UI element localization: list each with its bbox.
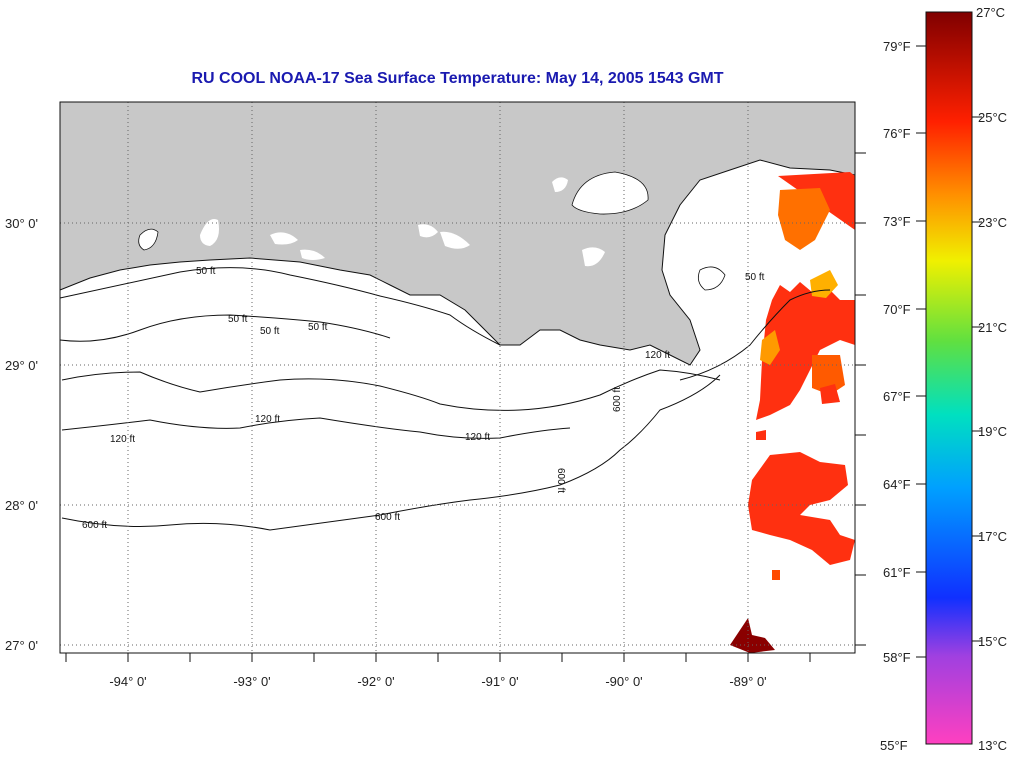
- colorbar-f-label: 67°F: [883, 389, 911, 404]
- lat-label: 28° 0': [5, 498, 38, 513]
- contour-label: 50 ft: [308, 322, 328, 333]
- colorbar-c-label: 17°C: [978, 529, 1007, 544]
- colorbar-f-label: 64°F: [883, 477, 911, 492]
- lake: [697, 266, 726, 291]
- colorbar-c-label: 19°C: [978, 424, 1007, 439]
- contour-label: 50 ft: [228, 314, 248, 325]
- contour-label: 120 ft: [645, 350, 670, 361]
- contour-label: 50 ft: [196, 266, 216, 277]
- lake: [418, 224, 438, 238]
- contour-label: 120 ft: [465, 432, 490, 443]
- axis-ticks: [65, 152, 866, 662]
- depth-contours: [59, 267, 831, 531]
- colorbar-f-label: 70°F: [883, 302, 911, 317]
- colorbar-f-label: 73°F: [883, 214, 911, 229]
- colorbar-f-label: 55°F: [880, 738, 908, 753]
- colorbar-c-label: 13°C: [978, 738, 1007, 753]
- lon-label: -92° 0': [357, 674, 394, 689]
- lat-label: 27° 0': [5, 638, 38, 653]
- lon-label: -94° 0': [109, 674, 146, 689]
- colorbar-f-label: 79°F: [883, 39, 911, 54]
- lat-label: 29° 0': [5, 358, 38, 373]
- lake: [138, 228, 159, 251]
- lake: [300, 249, 325, 260]
- contour-600ft: [61, 374, 721, 531]
- contour-120ft: [61, 369, 721, 411]
- lon-label: -91° 0': [481, 674, 518, 689]
- lake: [440, 231, 470, 249]
- lon-label: -93° 0': [233, 674, 270, 689]
- colorbar-c-label: 23°C: [978, 215, 1007, 230]
- contour-label: 120 ft: [110, 434, 135, 445]
- contour-label: 600 ft: [82, 520, 107, 531]
- contour-50ft: [59, 267, 501, 346]
- contour-label: 120 ft: [255, 414, 280, 425]
- graticule: [60, 102, 855, 653]
- lon-label: -89° 0': [729, 674, 766, 689]
- colorbar-c-label: 21°C: [978, 320, 1007, 335]
- colorbar-c-label: 15°C: [978, 634, 1007, 649]
- contour-label: 600 ft: [375, 512, 400, 523]
- contour-label: 50 ft: [745, 272, 765, 283]
- land-mass: [59, 101, 856, 366]
- contour-shelf-edge: [679, 289, 831, 381]
- lon-label: -90° 0': [605, 674, 642, 689]
- lake: [552, 177, 568, 192]
- colorbar-f-label: 76°F: [883, 126, 911, 141]
- lake: [571, 171, 649, 215]
- colorbar: [925, 11, 973, 745]
- contour-50ft-offshore: [59, 314, 391, 342]
- contour-label: 600 ft: [612, 387, 623, 412]
- colorbar-f-label: 58°F: [883, 650, 911, 665]
- map-title: RU COOL NOAA-17 Sea Surface Temperature:…: [191, 70, 724, 87]
- colorbar-ticks: [916, 45, 982, 658]
- lat-label: 30° 0': [5, 216, 38, 231]
- colorbar-f-label: 61°F: [883, 565, 911, 580]
- contour-label: 50 ft: [260, 326, 280, 337]
- colorbar-c-label: 27°C: [976, 5, 1005, 20]
- map-frame: [59, 101, 856, 654]
- sst-data: [730, 172, 855, 653]
- lake: [270, 232, 298, 245]
- contour-label: 600 ft: [555, 468, 566, 493]
- colorbar-c-label: 25°C: [978, 110, 1007, 125]
- lake: [582, 247, 605, 267]
- lake: [200, 219, 219, 246]
